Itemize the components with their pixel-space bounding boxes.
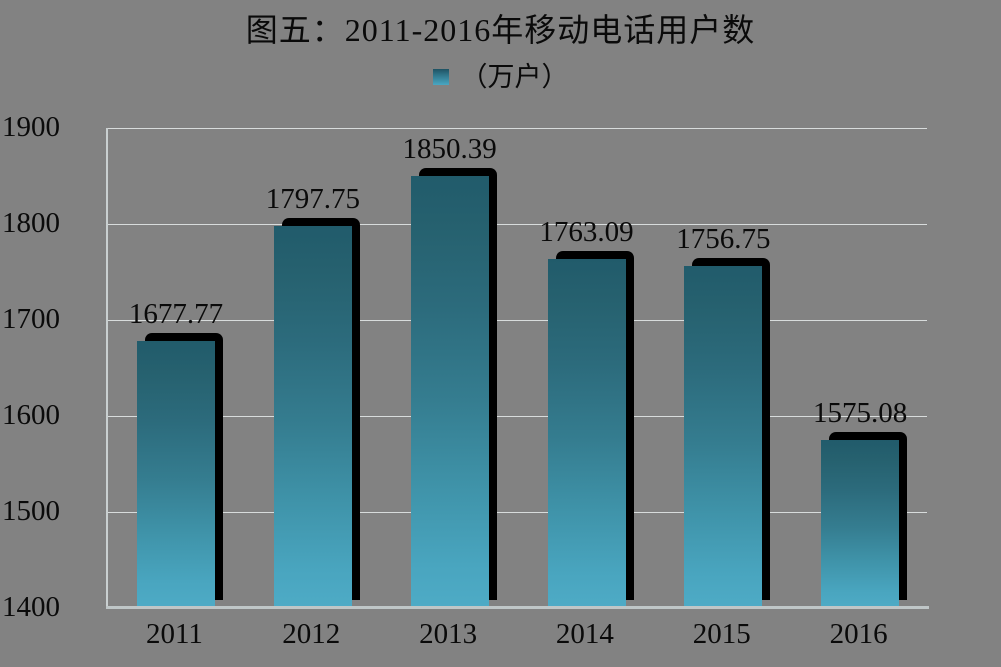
gridline-1700 [108, 320, 927, 321]
bar-2013[interactable] [410, 167, 497, 608]
bar-body [821, 439, 900, 608]
x-axis-line [106, 606, 929, 609]
chart-legend: （万户） [0, 62, 1001, 92]
x-axis-tick-label: 2016 [829, 618, 888, 650]
x-axis-labels: 2011 2012 2013 2014 2015 2016 [106, 614, 927, 658]
y-axis-labels: 1900 1800 1700 1600 1500 1400 [0, 0, 98, 667]
bar-2015[interactable] [684, 257, 771, 608]
x-axis-tick-label: 2012 [282, 618, 341, 650]
x-axis-tick-label: 2013 [419, 618, 478, 650]
gridline-1500 [108, 512, 927, 513]
bar-body [684, 265, 763, 608]
plot-top-border [108, 128, 927, 129]
x-axis-tick-label: 2014 [555, 618, 614, 650]
bar-body [410, 175, 489, 608]
legend-label: （万户） [460, 62, 569, 92]
y-axis-tick-label: 1800 [2, 207, 60, 239]
y-axis-tick-label: 1400 [2, 591, 60, 623]
y-axis-tick-label: 1700 [2, 303, 60, 335]
bar-body [273, 226, 352, 608]
bar-2012[interactable] [273, 218, 360, 608]
chart-title: 图五：2011-2016年移动电话用户数 [245, 12, 756, 48]
y-axis-tick-label: 1500 [2, 495, 60, 527]
bar-value-label: 1763.09 [539, 216, 634, 249]
bar-value-label: 1677.77 [128, 298, 224, 331]
gridline-1600 [108, 416, 927, 417]
bar-2014[interactable] [547, 251, 634, 608]
bar-value-label: 1850.39 [402, 132, 497, 165]
y-axis-tick-label: 1600 [2, 399, 60, 431]
legend-swatch-icon [432, 69, 449, 85]
x-axis-tick-label: 2011 [145, 618, 203, 650]
bar-2011[interactable] [137, 333, 223, 608]
bar-value-label: 1797.75 [265, 183, 360, 216]
bar-value-label: 1756.75 [676, 222, 771, 255]
bar-body [137, 341, 215, 608]
x-axis-tick-label: 2015 [692, 618, 751, 650]
bar-2016[interactable] [821, 431, 908, 608]
bar-body [547, 259, 626, 608]
gridline-1800 [108, 224, 927, 225]
bar-value-label: 1575.08 [813, 396, 908, 429]
y-axis-tick-label: 1900 [2, 111, 60, 143]
bars-layer: 1677.77 1797.75 1850.39 1763.09 1756.75 1575.… [106, 128, 927, 608]
